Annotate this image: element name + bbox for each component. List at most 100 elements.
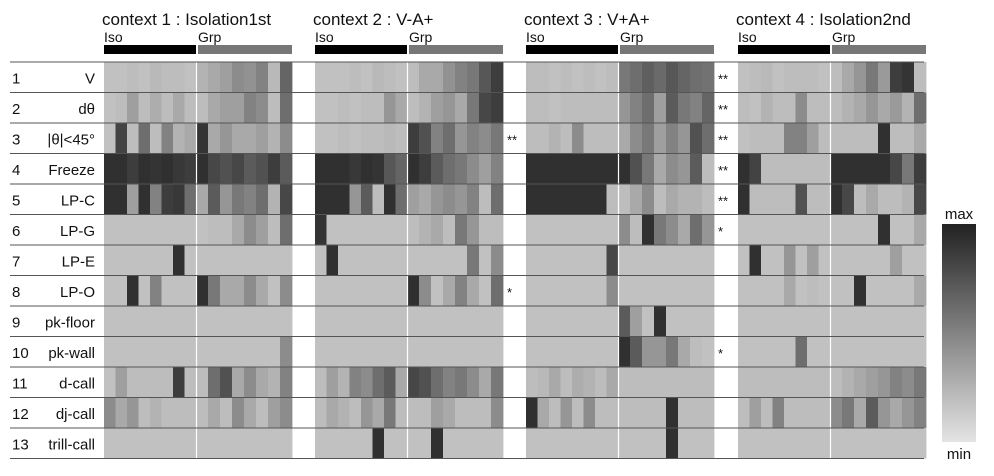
heatmap-cell — [678, 214, 691, 245]
heatmap-cell — [115, 184, 128, 215]
group-bar-grp — [832, 45, 926, 54]
heatmap-cell — [914, 397, 927, 428]
heatmap-cell — [196, 92, 209, 123]
heatmap-cell — [127, 245, 139, 276]
heatmap-cell — [479, 245, 492, 276]
heatmap-cell — [772, 306, 785, 337]
heatmap-cell — [738, 245, 750, 276]
heatmap-cell — [818, 92, 831, 123]
heatmap-cell — [630, 92, 643, 123]
heatmap-cell — [902, 275, 915, 306]
heatmap-cell — [761, 428, 773, 459]
heatmap-cell — [890, 428, 903, 459]
heatmap-cell — [467, 428, 480, 459]
heatmap-cell — [878, 336, 891, 367]
heatmap-cell — [268, 367, 281, 398]
heatmap-cell — [150, 153, 162, 184]
heatmap-cell — [138, 397, 151, 428]
heatmap-cell — [161, 306, 174, 337]
heatmap-cell — [630, 245, 643, 276]
heatmap-cell — [431, 367, 444, 398]
heatmap-cell — [268, 275, 281, 306]
heatmap-cell — [150, 306, 162, 337]
heatmap-cell — [196, 62, 209, 93]
significance-mark: * — [507, 285, 512, 300]
significance-mark: * — [718, 224, 723, 239]
heatmap-cell — [479, 123, 492, 154]
heatmap-cell — [690, 397, 703, 428]
heatmap-cell — [702, 275, 715, 306]
heatmap-cell — [361, 367, 373, 398]
heatmap-cell — [232, 184, 245, 215]
heatmap-cell — [280, 62, 293, 93]
heatmap-cell — [690, 367, 703, 398]
heatmap-cell — [772, 92, 785, 123]
heatmap-cell — [431, 306, 444, 337]
heatmap-cell — [784, 62, 796, 93]
heatmap-cell — [138, 245, 151, 276]
heatmap-cell — [702, 214, 715, 245]
heatmap-cell — [395, 245, 408, 276]
heatmap-cell — [572, 245, 584, 276]
row-label: pk-wall — [48, 345, 95, 362]
heatmap-cell — [878, 397, 891, 428]
heatmap-cell — [761, 275, 773, 306]
heatmap-cell — [173, 336, 185, 367]
heatmap-cell — [173, 153, 185, 184]
heatmap-cell — [738, 62, 750, 93]
heatmap-cell — [795, 62, 808, 93]
heatmap-cell — [818, 214, 831, 245]
heatmap-cell — [537, 275, 550, 306]
heatmap-cell — [280, 153, 293, 184]
heatmap-cell — [361, 214, 373, 245]
heatmap-cell — [184, 306, 197, 337]
heatmap-cell — [914, 306, 927, 337]
heatmap-cell — [890, 123, 903, 154]
row-index: 8 — [12, 284, 20, 301]
heatmap-cell — [208, 123, 221, 154]
heatmap-cell — [361, 153, 373, 184]
heatmap-cell — [244, 62, 257, 93]
heatmap-cell — [654, 275, 667, 306]
context-title: context 2 : V-A+ — [313, 10, 434, 29]
heatmap-cell — [572, 275, 584, 306]
heatmap-cell — [537, 397, 550, 428]
heatmap-cell — [326, 275, 339, 306]
heatmap-cell — [738, 275, 750, 306]
heatmap-cell — [595, 336, 607, 367]
row-label: pk-floor — [45, 314, 95, 331]
heatmap-cell — [618, 245, 631, 276]
heatmap-cell — [818, 153, 831, 184]
heatmap-cell — [749, 367, 762, 398]
heatmap-cell — [795, 214, 808, 245]
heatmap-cell — [232, 397, 245, 428]
heatmap-cell — [491, 367, 504, 398]
heatmap-cell — [560, 336, 573, 367]
heatmap-cell — [606, 214, 619, 245]
heatmap-cell — [761, 397, 773, 428]
heatmap-cell — [455, 62, 468, 93]
heatmap-cell — [618, 92, 631, 123]
heatmap-cell — [184, 62, 197, 93]
heatmap-cell — [455, 153, 468, 184]
heatmap-cell — [395, 123, 408, 154]
heatmap-cell — [890, 214, 903, 245]
heatmap-cell — [256, 153, 269, 184]
heatmap-cell — [595, 397, 607, 428]
heatmap-cell — [854, 214, 867, 245]
heatmap-cell — [606, 123, 619, 154]
heatmap-cell — [784, 245, 796, 276]
heatmap-cell — [583, 367, 596, 398]
heatmap-cell — [854, 184, 867, 215]
heatmap-cell — [890, 92, 903, 123]
heatmap-cell — [467, 367, 480, 398]
heatmap-cell — [854, 336, 867, 367]
heatmap-cell — [914, 367, 927, 398]
heatmap-cell — [232, 123, 245, 154]
heatmap-cell — [326, 153, 339, 184]
heatmap-cell — [196, 397, 209, 428]
heatmap-cell — [866, 245, 879, 276]
heatmap-cell — [690, 306, 703, 337]
heatmap-cell — [526, 336, 538, 367]
heatmap-cell — [606, 184, 619, 215]
